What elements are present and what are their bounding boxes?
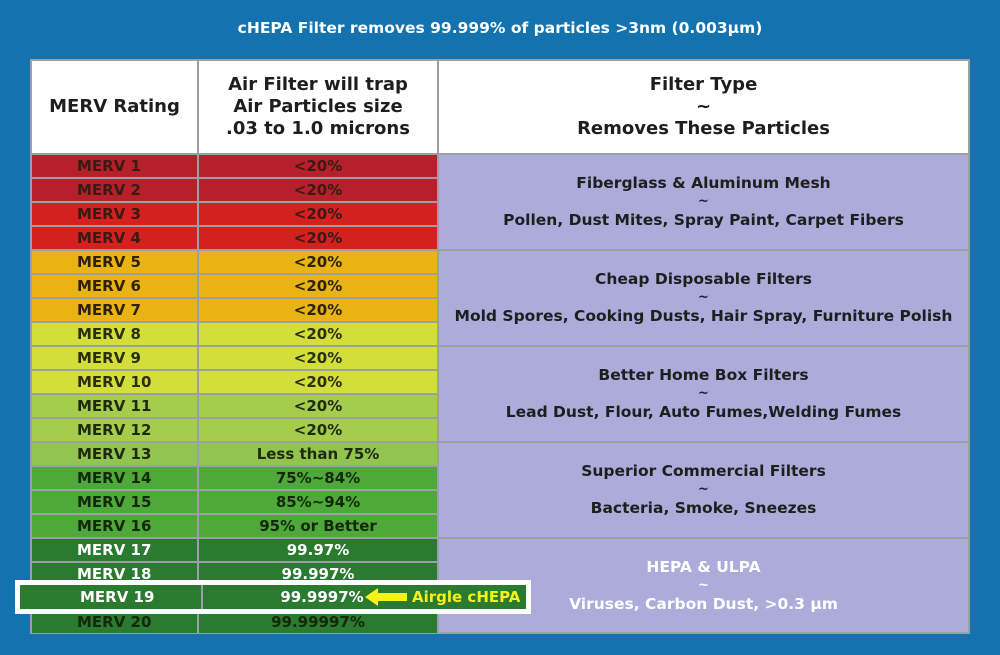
header-particle-size-line: Air Particles size <box>233 96 403 117</box>
table-row: MERV 2 <20% <box>32 179 437 201</box>
filter-group-name: Better Home Box Filters <box>598 366 809 384</box>
efficiency-cell: <20% <box>199 179 437 201</box>
merv-rating-cell: MERV 2 <box>32 179 197 201</box>
table-row: MERV 15 85%~94% <box>32 491 437 513</box>
efficiency-cell: 99.99997% <box>199 611 437 633</box>
merv-rating-cell: MERV 14 <box>32 467 197 489</box>
page-title: cHEPA Filter removes 99.999% of particle… <box>237 19 763 37</box>
merv-rating-cell: MERV 4 <box>32 227 197 249</box>
filter-group-commercial: Superior Commercial Filters ~ Bacteria, … <box>439 443 968 537</box>
efficiency-cell: <20% <box>199 395 437 417</box>
filter-group-name: Fiberglass & Aluminum Mesh <box>576 174 831 192</box>
efficiency-cell: <20% <box>199 347 437 369</box>
merv-rating-cell: MERV 20 <box>32 611 197 633</box>
header-filter-type: Filter Type ~ Removes These Particles <box>439 61 968 153</box>
filter-group-separator: ~ <box>698 386 709 401</box>
table-row: MERV 7 <20% <box>32 299 437 321</box>
table-row: MERV 18 99.997% <box>32 563 437 585</box>
merv-rating-cell: MERV 16 <box>32 515 197 537</box>
header-filter-type-line: Removes These Particles <box>577 118 830 139</box>
merv-rating-cell: MERV 13 <box>32 443 197 465</box>
header-particle-size: Air Filter will trap Air Particles size … <box>199 61 437 153</box>
efficiency-cell: <20% <box>199 419 437 441</box>
efficiency-cell: 99.97% <box>199 539 437 561</box>
table-row: MERV 16 95% or Better <box>32 515 437 537</box>
merv-rating-cell: MERV 8 <box>32 323 197 345</box>
merv-rating-cell: MERV 12 <box>32 419 197 441</box>
table-row: MERV 5 <20% <box>32 251 437 273</box>
header-particle-size-line: Air Filter will trap <box>228 74 408 95</box>
efficiency-cell: 75%~84% <box>199 467 437 489</box>
filter-group-separator: ~ <box>698 290 709 305</box>
header-merv-rating: MERV Rating <box>32 61 197 153</box>
efficiency-cell: 85%~94% <box>199 491 437 513</box>
highlight-row: MERV 19 99.9997% Airgle cHEPA <box>20 585 526 609</box>
efficiency-cell: <20% <box>199 371 437 393</box>
merv-rating-cell: MERV 6 <box>32 275 197 297</box>
merv-rating-cell: MERV 3 <box>32 203 197 225</box>
table-row: MERV 11 <20% <box>32 395 437 417</box>
efficiency-cell: <20% <box>199 227 437 249</box>
filter-group-name: HEPA & ULPA <box>646 557 761 576</box>
filter-group-home-box: Better Home Box Filters ~ Lead Dust, Flo… <box>439 347 968 441</box>
airgle-chepa-label: Airgle cHEPA <box>412 588 521 606</box>
table-row: MERV 14 75%~84% <box>32 467 437 489</box>
highlight-divider <box>201 585 203 609</box>
merv-rating-cell: MERV 10 <box>32 371 197 393</box>
table-row: MERV 17 99.97% <box>32 539 437 561</box>
table-row: MERV 12 <20% <box>32 419 437 441</box>
left-arrow-icon <box>365 588 407 606</box>
filter-group-particles: Lead Dust, Flour, Auto Fumes,Welding Fum… <box>505 403 902 421</box>
efficiency-cell: <20% <box>199 203 437 225</box>
efficiency-cell: <20% <box>199 275 437 297</box>
table-row: MERV 8 <20% <box>32 323 437 345</box>
efficiency-cell: Less than 75% <box>199 443 437 465</box>
merv-table: MERV Rating Air Filter will trap Air Par… <box>30 59 970 634</box>
efficiency-cell: 95% or Better <box>199 515 437 537</box>
filter-group-disposable: Cheap Disposable Filters ~ Mold Spores, … <box>439 251 968 345</box>
efficiency-cell: 99.997% <box>199 563 437 585</box>
highlight-rating: MERV 19 <box>80 588 155 606</box>
merv-rating-cell: MERV 15 <box>32 491 197 513</box>
filter-group-particles: Mold Spores, Cooking Dusts, Hair Spray, … <box>454 307 953 325</box>
filter-group-separator: ~ <box>698 577 709 593</box>
merv-rating-cell: MERV 7 <box>32 299 197 321</box>
filter-group-name: Superior Commercial Filters <box>581 462 826 480</box>
header-filter-type-line: Filter Type <box>649 74 758 95</box>
filter-group-particles: Bacteria, Smoke, Sneezes <box>590 499 817 517</box>
filter-group-separator: ~ <box>698 194 709 209</box>
efficiency-cell: <20% <box>199 323 437 345</box>
efficiency-cell: <20% <box>199 251 437 273</box>
merv-rating-cell: MERV 9 <box>32 347 197 369</box>
merv-rating-cell: MERV 11 <box>32 395 197 417</box>
filter-group-particles: Viruses, Carbon Dust, >0.3 µm <box>569 594 838 613</box>
table-row: MERV 20 99.99997% <box>32 611 437 633</box>
table-row: MERV 4 <20% <box>32 227 437 249</box>
filter-group-particles: Pollen, Dust Mites, Spray Paint, Carpet … <box>503 211 904 229</box>
table-row: MERV 10 <20% <box>32 371 437 393</box>
filter-group-name: Cheap Disposable Filters <box>594 270 813 288</box>
efficiency-cell: <20% <box>199 299 437 321</box>
table-row: MERV 6 <20% <box>32 275 437 297</box>
header-filter-type-line: ~ <box>695 96 712 117</box>
highlight-efficiency: 99.9997% <box>280 588 364 606</box>
filter-group-fiberglass: Fiberglass & Aluminum Mesh ~ Pollen, Dus… <box>439 155 968 249</box>
table-row: MERV 3 <20% <box>32 203 437 225</box>
highlight-merv19-box: MERV 19 99.9997% Airgle cHEPA <box>15 580 531 614</box>
table-row: MERV 9 <20% <box>32 347 437 369</box>
header-particle-size-line: .03 to 1.0 microns <box>226 118 410 139</box>
merv-rating-cell: MERV 5 <box>32 251 197 273</box>
filter-group-separator: ~ <box>698 482 709 497</box>
table-row: MERV 1 <20% <box>32 155 437 177</box>
table-row: MERV 13 Less than 75% <box>32 443 437 465</box>
efficiency-cell: <20% <box>199 155 437 177</box>
merv-rating-cell: MERV 17 <box>32 539 197 561</box>
merv-rating-cell: MERV 18 <box>32 563 197 585</box>
merv-rating-cell: MERV 1 <box>32 155 197 177</box>
